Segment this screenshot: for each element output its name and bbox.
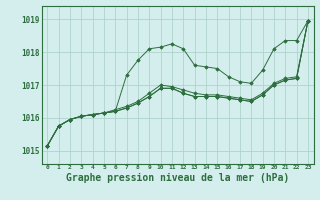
X-axis label: Graphe pression niveau de la mer (hPa): Graphe pression niveau de la mer (hPa): [66, 173, 289, 183]
